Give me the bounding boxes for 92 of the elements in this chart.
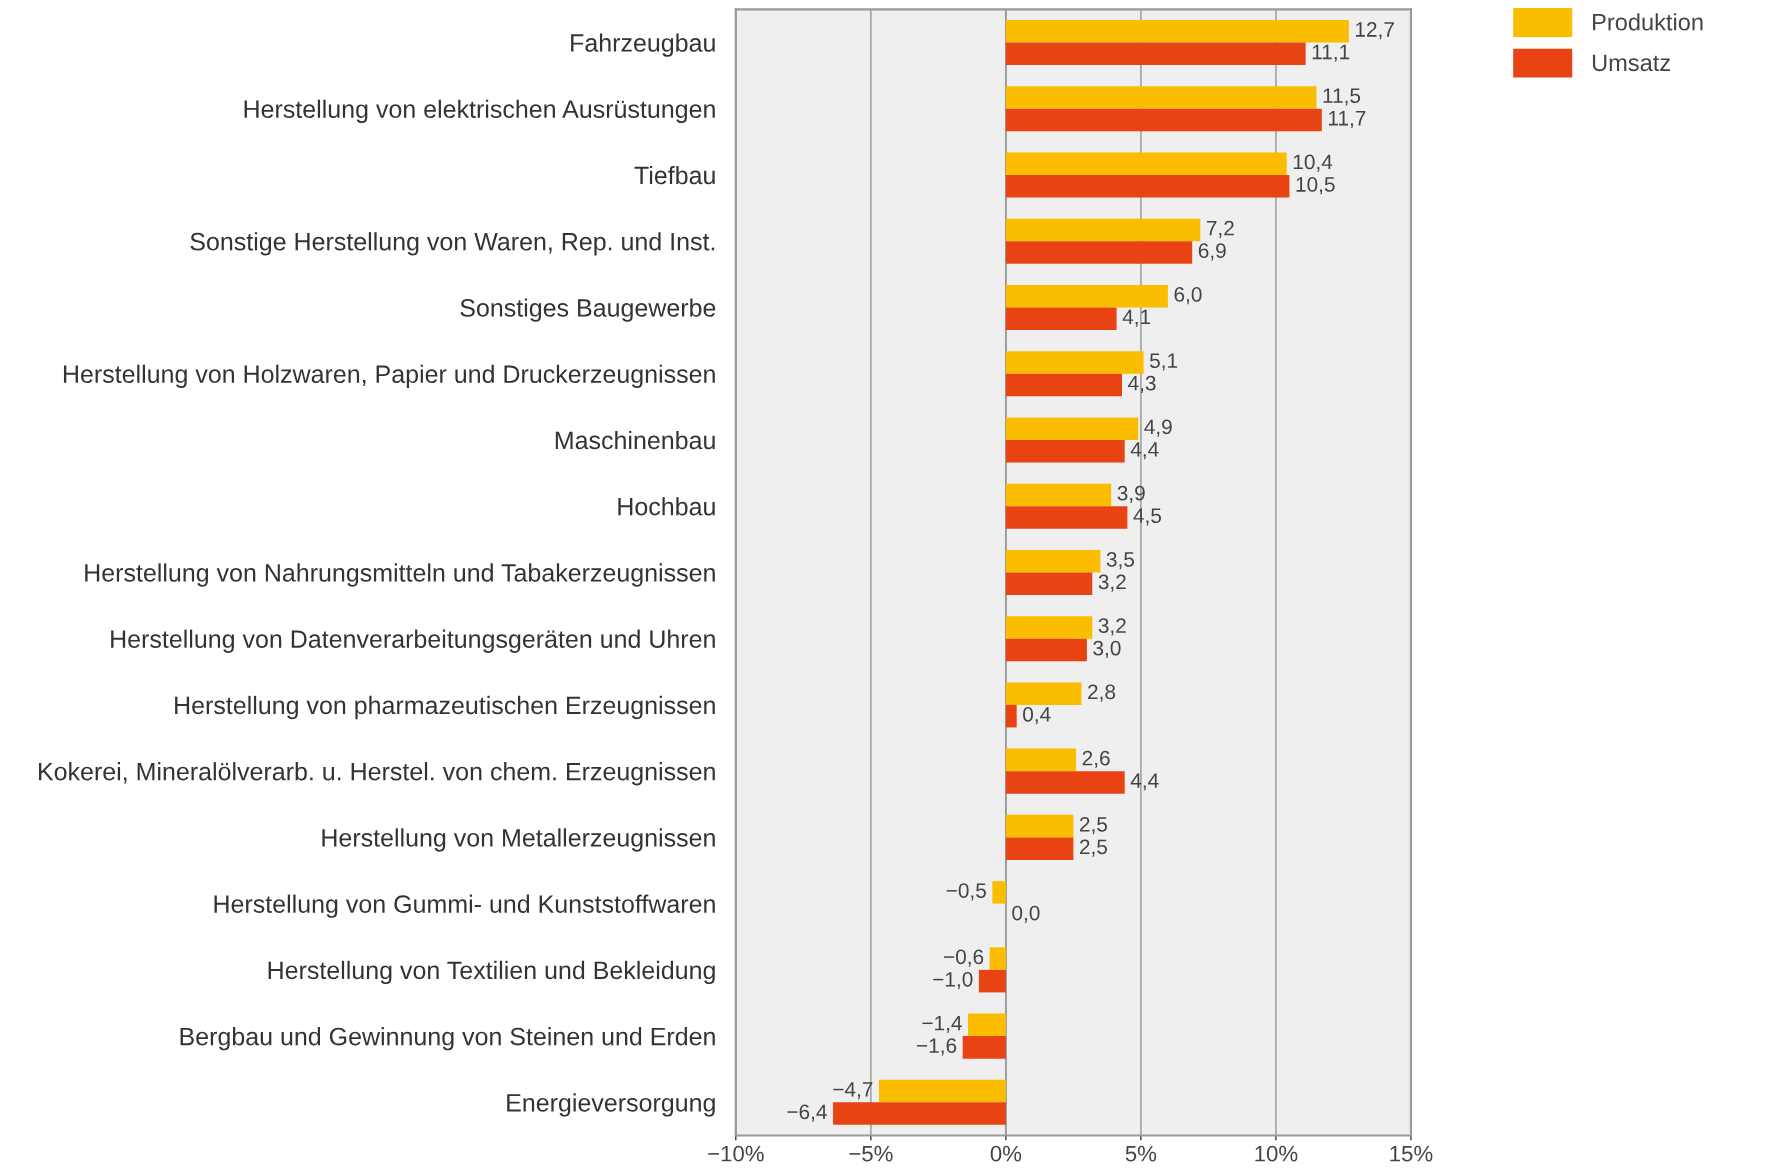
bar (1005, 682, 1082, 705)
x-tick-label: 5% (1125, 1145, 1157, 1162)
bar (1005, 86, 1317, 109)
data-label: −6,4 (787, 1104, 827, 1122)
bar (989, 947, 1006, 970)
y-tick-label: Bergbau und Gewinnung von Steinen und Erden (180, 1027, 715, 1051)
x-tick-label: 0% (990, 1145, 1022, 1162)
data-label: −1,0 (933, 971, 973, 990)
data-label: −1,6 (917, 1038, 957, 1056)
bar (1005, 483, 1112, 507)
data-label: 0,0 (1012, 905, 1040, 923)
bar (1005, 218, 1201, 242)
bar (1005, 108, 1322, 132)
y-tick-label: Herstellung von Gummi- und Kunststoffwaren (214, 894, 715, 918)
bar (1005, 351, 1144, 374)
data-label: 5,1 (1149, 353, 1178, 371)
data-label: 3,0 (1093, 640, 1121, 658)
data-label: 4,1 (1122, 309, 1151, 327)
bar (1005, 373, 1122, 397)
y-tick-label: Fahrzeugbau (571, 33, 715, 57)
data-label: 6,0 (1174, 287, 1202, 305)
data-label: −0,6 (944, 949, 984, 967)
x-tick-label: 15% (1390, 1145, 1433, 1162)
x-tick-label: 10% (1255, 1145, 1298, 1162)
y-tick-label: Hochbau (618, 497, 715, 516)
bar (1005, 748, 1077, 772)
x-tick-label: −5% (849, 1145, 893, 1162)
bar (1005, 152, 1287, 175)
data-label: 2,8 (1088, 684, 1116, 702)
data-label: 4,3 (1128, 375, 1156, 394)
y-tick-label: Kokerei, Mineralölverarb. u. Herstel. von chem. Erzeugnissen (39, 762, 715, 786)
data-label: 3,2 (1098, 618, 1126, 636)
data-label: 3,2 (1098, 574, 1126, 592)
bar (1005, 616, 1093, 639)
data-label: −1,4 (922, 1015, 962, 1033)
bar (1005, 814, 1074, 838)
bar (1005, 549, 1101, 573)
data-label: 4,9 (1144, 419, 1172, 437)
y-tick-label: Herstellung von Metallerzeugnissen (322, 828, 715, 852)
bar (962, 1036, 1006, 1059)
y-tick-label: Herstellung von Textilien und Bekleidung (268, 960, 715, 985)
data-label: 3,5 (1106, 552, 1135, 570)
data-label: 4,5 (1133, 508, 1162, 526)
y-tick-label: Herstellung von Holzwaren, Papier und Druckerzeugnissen (63, 364, 715, 388)
bar (1005, 42, 1306, 66)
legend-label: Umsatz (1592, 54, 1670, 72)
y-tick-label: Tiefbau (634, 165, 715, 185)
y-tick-label: Sonstiges Baugewerbe (460, 298, 716, 322)
bar (1005, 837, 1074, 860)
data-label: 11,5 (1323, 88, 1361, 106)
data-label: 10,5 (1296, 177, 1335, 195)
bar (1005, 307, 1117, 330)
data-label: 2,5 (1079, 816, 1108, 835)
bar (1005, 417, 1139, 440)
data-label: 11,1 (1312, 44, 1350, 62)
data-label: 4,4 (1130, 773, 1159, 791)
bar (1005, 241, 1193, 264)
data-label: 2,6 (1082, 750, 1110, 768)
bar (1005, 771, 1125, 794)
bar (1005, 174, 1290, 198)
data-label: 12,7 (1355, 22, 1394, 40)
y-tick-label: Maschinenbau (555, 430, 715, 450)
bar (1005, 638, 1087, 662)
data-label: 2,5 (1079, 839, 1108, 857)
data-label: 4,4 (1130, 442, 1159, 460)
bar (833, 1102, 1006, 1125)
y-tick-label: Herstellung von Nahrungsmitteln und Tabakerzeugnissen (85, 563, 715, 587)
y-tick-label: Sonstige Herstellung von Waren, Rep. und Inst. (190, 232, 715, 256)
y-tick-label: Herstellung von elektrischen Ausrüstungen (244, 99, 715, 123)
bar (978, 969, 1006, 993)
bar (992, 881, 1006, 904)
data-label: 3,9 (1117, 485, 1145, 503)
y-tick-label: Herstellung von Datenverarbeitungsgeräten und Uhren (111, 629, 715, 653)
legend-label: Produktion (1593, 13, 1703, 31)
bar (1005, 284, 1168, 308)
data-label: −0,5 (946, 883, 986, 901)
y-tick-label: Herstellung von pharmazeutischen Erzeugnissen (175, 695, 715, 720)
bar (1005, 572, 1093, 595)
y-tick-label: Energieversorgung (507, 1093, 715, 1117)
data-label: 11,7 (1328, 111, 1366, 129)
bar (1005, 439, 1125, 463)
data-label: 10,4 (1293, 154, 1333, 172)
data-label: −4,7 (833, 1082, 873, 1100)
data-label: 7,2 (1206, 220, 1234, 239)
bar (968, 1013, 1006, 1037)
x-tick-label: −10% (708, 1145, 764, 1162)
bar (1005, 506, 1128, 529)
bar (878, 1079, 1006, 1103)
data-label: 6,9 (1198, 243, 1226, 261)
data-label: 0,4 (1023, 707, 1051, 725)
bar (1005, 19, 1349, 43)
bar (1005, 704, 1017, 728)
